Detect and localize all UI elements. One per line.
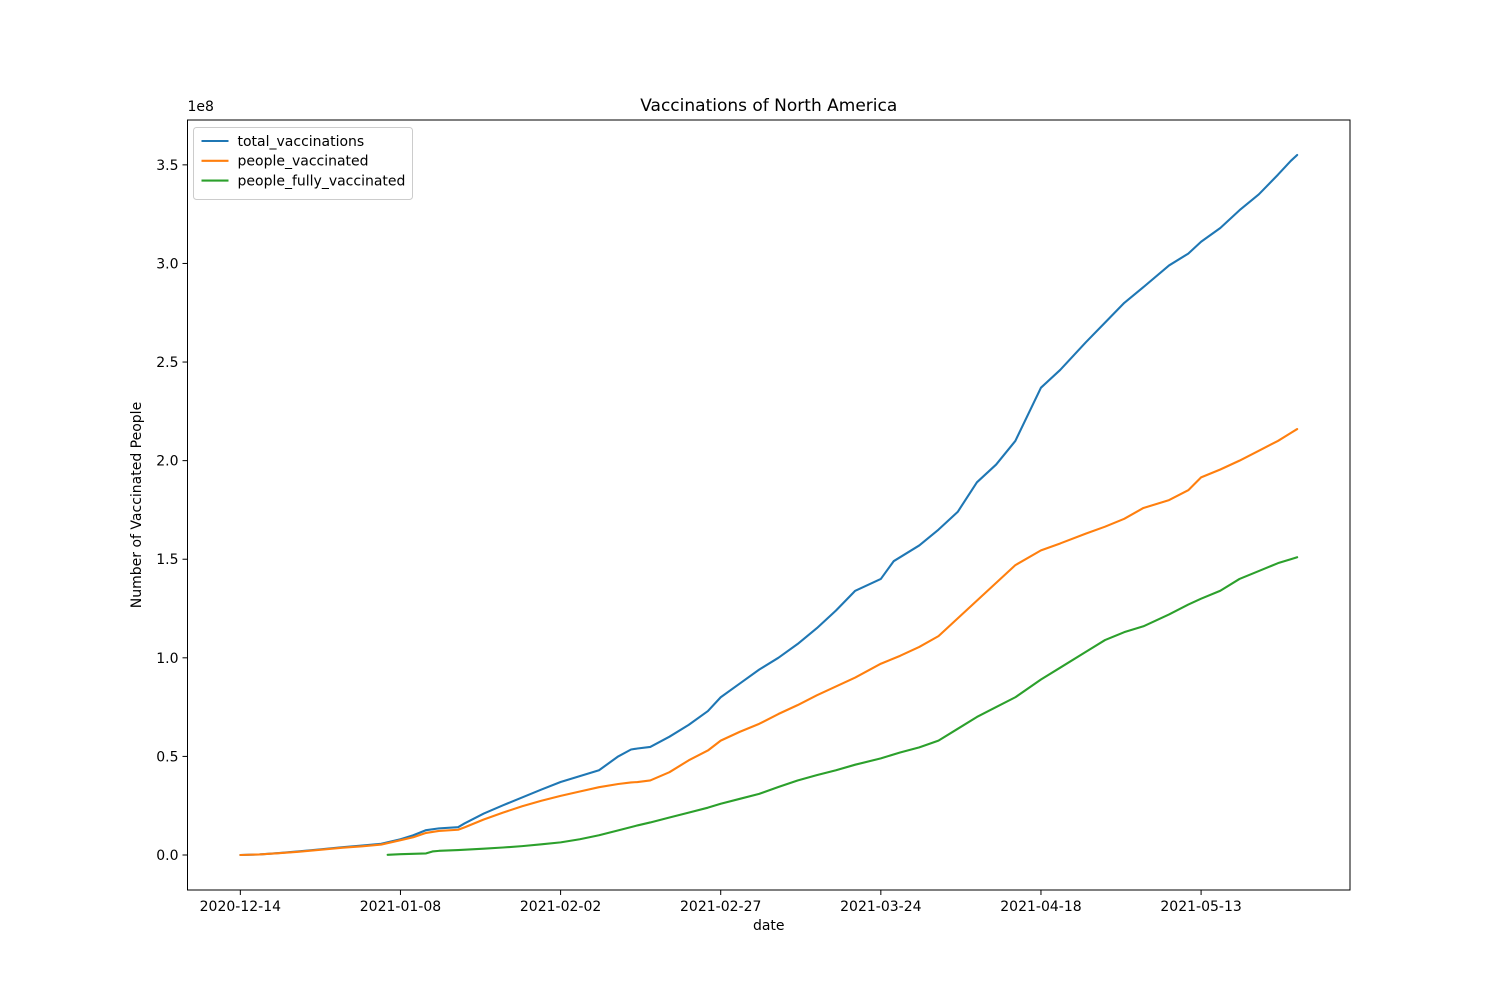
y-axis-offset-text: 1e8	[188, 99, 214, 115]
legend-entry-people_vaccinated: people_vaccinated	[201, 154, 369, 170]
y-tick-label: 1.5	[156, 552, 178, 568]
axes-frame	[187, 119, 1351, 891]
y-tick-label: 2.5	[156, 355, 178, 371]
series-line-total_vaccinations	[239, 153, 1299, 857]
x-tick-label: 2021-03-24	[840, 899, 921, 915]
x-axis-ticks: 2020-12-14 2021-01-08 2021-02-02 2021-02-27…	[200, 890, 1242, 915]
x-axis-label: date	[753, 918, 785, 934]
y-axis-label: Number of Vaccinated People	[129, 402, 145, 608]
x-tick-label: 2021-01-08	[360, 899, 441, 915]
series-lines	[239, 153, 1299, 857]
legend-entry-total_vaccinations: total_vaccinations	[201, 134, 365, 150]
legend-label: people_fully_vaccinated	[238, 173, 406, 189]
y-tick-label: 0.0	[156, 848, 178, 864]
chart-title: Vaccinations of North America	[640, 96, 897, 116]
legend: total_vaccinations people_vaccinatedpeopl…	[193, 127, 413, 200]
x-tick-label: 2020-12-14	[200, 899, 281, 915]
y-axis-ticks: 0.0 0.5 1.0 1.5 2.0 2.5 3.0 3.5	[156, 158, 188, 864]
series-line-people_vaccinated	[239, 428, 1299, 857]
x-tick-label: 2021-04-18	[1000, 899, 1081, 915]
legend-label: people_vaccinated	[238, 154, 369, 170]
legend-box	[193, 127, 413, 200]
x-tick-label: 2021-05-13	[1160, 899, 1241, 915]
x-tick-label: 2021-02-27	[680, 899, 761, 915]
y-tick-label: 0.5	[156, 749, 178, 765]
x-tick-label: 2021-02-02	[520, 899, 601, 915]
series-line-people_fully_vaccinated	[386, 556, 1299, 856]
legend-entry-people_fully_vaccinated: people_fully_vaccinated	[201, 173, 406, 189]
y-tick-label: 2.0	[156, 454, 178, 470]
y-tick-label: 1.0	[156, 651, 178, 667]
y-tick-label: 3.0	[156, 256, 178, 272]
legend-label: total_vaccinations	[238, 134, 365, 150]
y-tick-label: 3.5	[156, 158, 178, 174]
